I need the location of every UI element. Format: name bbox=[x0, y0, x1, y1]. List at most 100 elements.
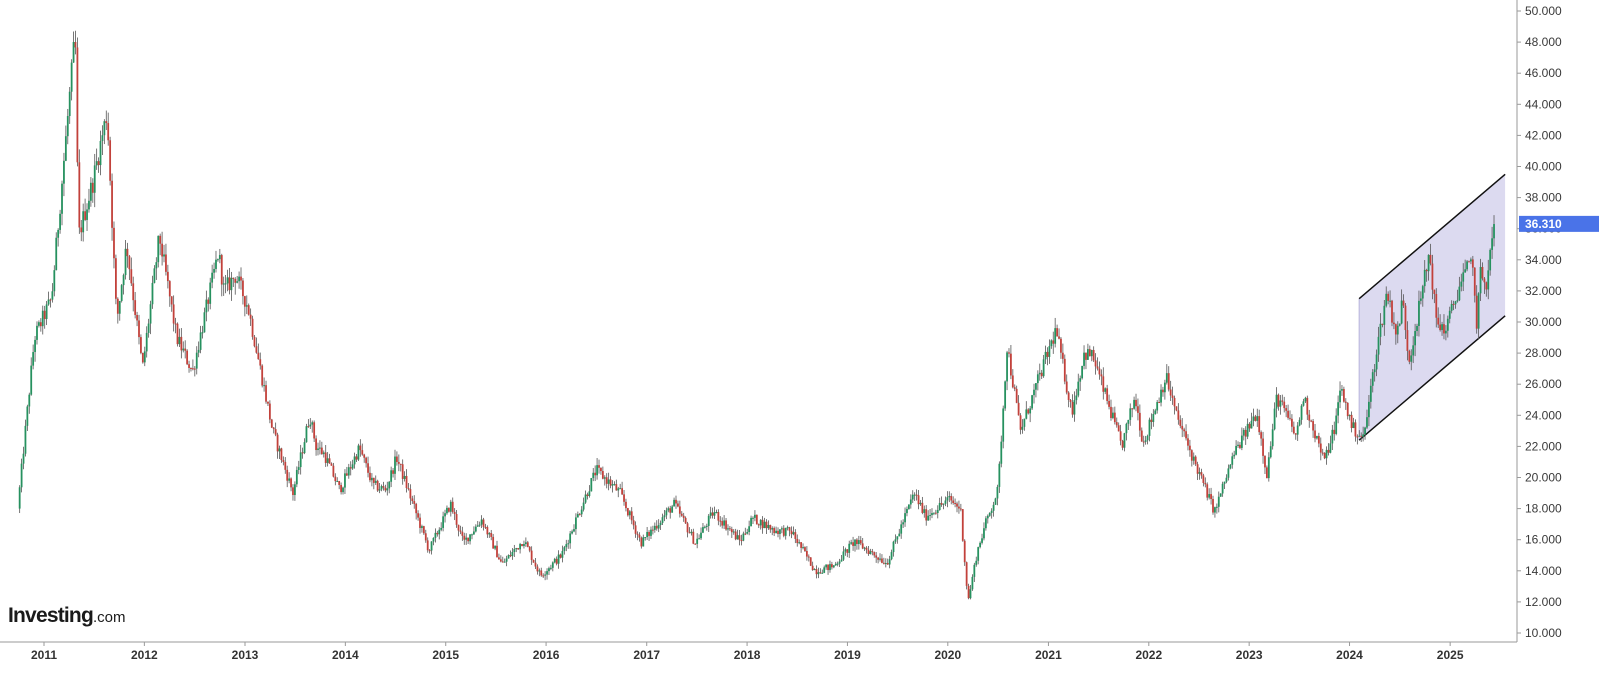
candle-up bbox=[1006, 352, 1008, 382]
x-tick-label: 2025 bbox=[1437, 648, 1464, 662]
candle-up bbox=[1219, 493, 1222, 497]
candle-down bbox=[600, 467, 602, 472]
candle-up bbox=[1025, 409, 1028, 419]
candle-up bbox=[1267, 457, 1270, 479]
candle-up bbox=[696, 538, 699, 544]
x-tick-label: 2019 bbox=[834, 648, 861, 662]
candle-up bbox=[1031, 395, 1033, 409]
candle-down bbox=[411, 498, 414, 502]
candle-down bbox=[1429, 254, 1432, 264]
candle-down bbox=[453, 511, 456, 515]
candle-down bbox=[1281, 400, 1284, 402]
candle-down bbox=[43, 310, 46, 320]
candle-down bbox=[886, 562, 889, 565]
candle-down bbox=[392, 470, 394, 474]
candle-up bbox=[983, 528, 985, 539]
candle-up bbox=[1240, 435, 1243, 448]
candle-down bbox=[1327, 449, 1330, 453]
candle-up bbox=[488, 533, 491, 535]
candle-up bbox=[217, 259, 219, 261]
candle-up bbox=[317, 448, 319, 451]
candle-down bbox=[1067, 392, 1070, 400]
last-price-marker: 36.310 bbox=[1519, 215, 1599, 232]
candle-up bbox=[1419, 298, 1422, 301]
candle-down bbox=[1169, 389, 1172, 396]
last-price-badge bbox=[1519, 215, 1599, 232]
candle-up bbox=[64, 136, 67, 161]
candle-up bbox=[1302, 401, 1305, 406]
candle-up bbox=[879, 558, 881, 560]
candle-up bbox=[746, 531, 749, 534]
candle-up bbox=[1331, 429, 1334, 444]
candle-down bbox=[509, 555, 512, 557]
candle-down bbox=[1485, 282, 1488, 290]
candle-up bbox=[1160, 389, 1162, 403]
candle-up bbox=[1271, 429, 1274, 447]
candle-up bbox=[515, 548, 518, 550]
candle-up bbox=[817, 572, 820, 575]
candle-down bbox=[501, 561, 504, 563]
candle-up bbox=[563, 547, 566, 551]
channel-fill bbox=[1359, 174, 1506, 441]
candle-down bbox=[958, 506, 960, 509]
y-tick-label: 38.000 bbox=[1525, 191, 1562, 205]
candle-up bbox=[41, 310, 44, 327]
candle-up bbox=[442, 516, 445, 528]
candle-down bbox=[1292, 426, 1295, 434]
candle-down bbox=[1162, 389, 1164, 393]
candle-up bbox=[603, 477, 606, 479]
candle-down bbox=[1344, 401, 1347, 403]
candle-down bbox=[1289, 417, 1291, 419]
candle-down bbox=[1204, 482, 1207, 485]
candle-down bbox=[1121, 440, 1124, 448]
candle-up bbox=[99, 140, 102, 166]
candle-down bbox=[1137, 406, 1139, 413]
candle-down bbox=[280, 448, 283, 461]
candle-up bbox=[357, 445, 360, 460]
candle-up bbox=[1466, 261, 1468, 270]
candle-up bbox=[619, 488, 622, 490]
candle-down bbox=[827, 564, 829, 571]
candle-up bbox=[30, 365, 33, 395]
x-tick-label: 2024 bbox=[1336, 648, 1363, 662]
candle-down bbox=[865, 547, 868, 550]
candle-down bbox=[1187, 438, 1189, 446]
candle-down bbox=[831, 564, 833, 568]
candle-down bbox=[1171, 395, 1174, 398]
candle-up bbox=[784, 527, 787, 536]
candle-up bbox=[1231, 456, 1234, 465]
candle-down bbox=[940, 502, 943, 505]
candle-up bbox=[474, 526, 477, 532]
candle-up bbox=[1123, 433, 1126, 448]
candle-down bbox=[804, 547, 806, 552]
candle-down bbox=[138, 320, 140, 338]
candle-up bbox=[1348, 414, 1351, 417]
candle-down bbox=[384, 487, 387, 491]
candle-up bbox=[832, 565, 835, 568]
candle-down bbox=[307, 426, 310, 428]
candle-down bbox=[1406, 330, 1409, 351]
candle-up bbox=[89, 182, 92, 201]
candle-up bbox=[151, 282, 154, 305]
x-tick-label: 2021 bbox=[1035, 648, 1062, 662]
candle-down bbox=[694, 543, 697, 545]
candle-up bbox=[802, 547, 804, 549]
candle-down bbox=[542, 575, 545, 577]
candle-up bbox=[842, 551, 845, 560]
candle-down bbox=[367, 463, 369, 473]
candle-up bbox=[1460, 281, 1463, 287]
price-channel bbox=[1358, 173, 1506, 441]
candle-down bbox=[109, 140, 112, 181]
candle-up bbox=[1368, 401, 1370, 418]
y-tick-label: 50.000 bbox=[1525, 4, 1562, 18]
candle-up bbox=[1456, 300, 1459, 302]
candle-down bbox=[363, 454, 366, 458]
candle-down bbox=[284, 461, 287, 470]
candle-up bbox=[1214, 507, 1216, 513]
candle-down bbox=[191, 368, 194, 370]
candle-up bbox=[723, 520, 726, 526]
candle-up bbox=[1112, 412, 1114, 418]
candle-up bbox=[1458, 286, 1461, 301]
candle-down bbox=[372, 477, 375, 483]
candle-up bbox=[1385, 293, 1388, 306]
